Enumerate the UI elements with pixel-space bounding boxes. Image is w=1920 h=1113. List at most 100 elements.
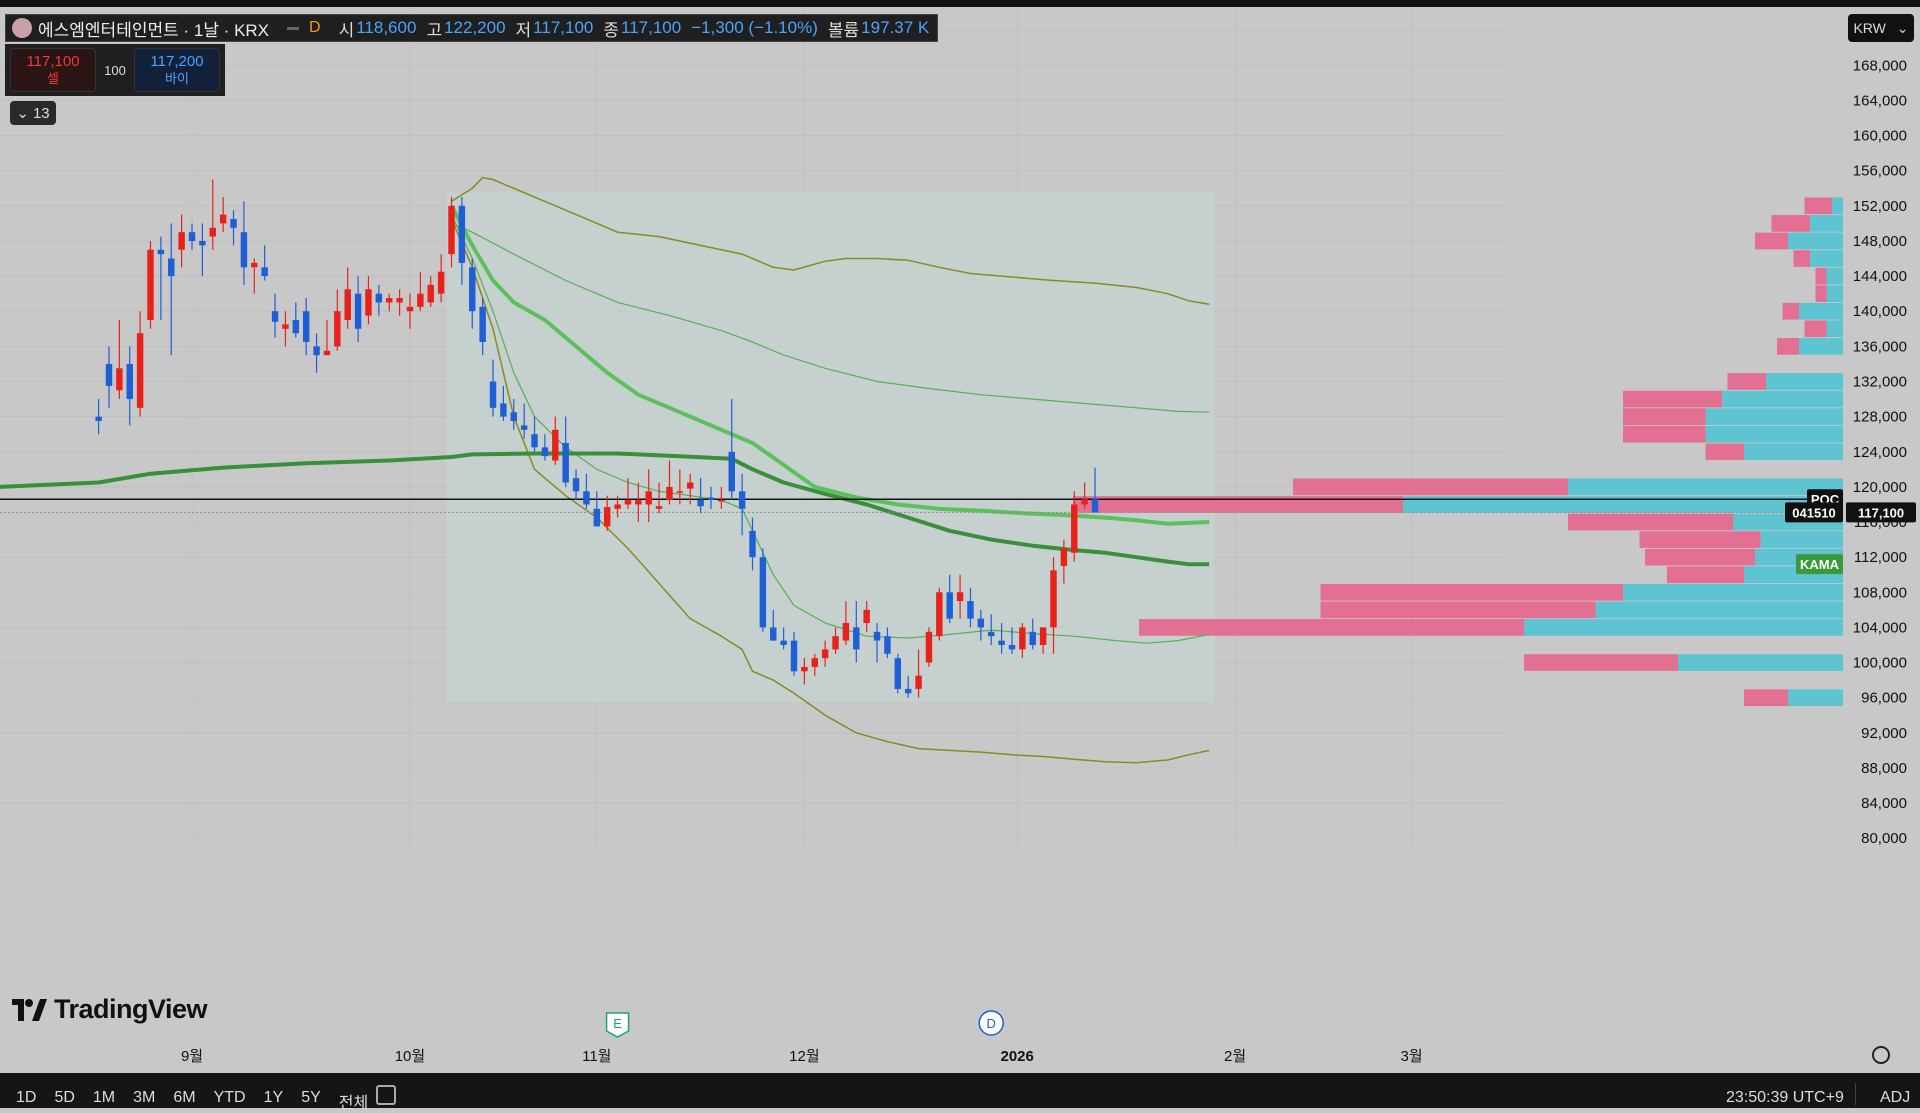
candle-down (469, 267, 476, 312)
buy-button[interactable]: 117,200 바이 (133, 48, 220, 92)
price-chart[interactable]: 80,000 84,000 88,000 92,000 96,000 100,000 104… (0, 7, 1920, 1073)
candle-down (95, 416, 102, 422)
volume-profile-down-bar (1727, 373, 1766, 390)
candle-up (136, 333, 144, 408)
sell-button[interactable]: 117,100 셀 (10, 48, 96, 92)
candle-up (1060, 548, 1068, 566)
volume-profile-down-bar (1793, 250, 1810, 267)
settings-gear-icon[interactable] (1872, 1046, 1890, 1064)
candle-up (1081, 499, 1088, 505)
candle-up (655, 506, 663, 509)
currency-selector[interactable]: KRW ⌄ (1848, 14, 1914, 42)
event-marker-label: E (613, 1016, 622, 1031)
candle-up (386, 298, 393, 303)
volume-label: 볼륨 (827, 20, 860, 40)
close-label: 종 (603, 20, 620, 40)
candle-up (417, 293, 424, 307)
volume-profile-up-bar (1744, 443, 1843, 461)
volume-profile-up-bar (1788, 232, 1843, 250)
range-1y-button[interactable]: 1Y (263, 1089, 284, 1106)
candle-down (967, 601, 974, 619)
x-axis-tick-label: 2월 (1224, 1048, 1246, 1065)
event-marker-label: D (987, 1016, 996, 1031)
volume-profile-up-bar (1810, 250, 1843, 267)
symbol-legend: 에스엠엔터테인먼트 · 1날 · KRX D 시 118,600 고 122,200… (5, 14, 939, 42)
volume-profile-down-bar (1320, 583, 1623, 601)
company-logo-icon (12, 18, 32, 38)
candle-down (1029, 631, 1036, 645)
y-axis-tick-label: 92,000 (1861, 725, 1907, 742)
candle-down (500, 403, 507, 417)
candle-down (583, 491, 590, 505)
volume-profile-down-bar (1815, 285, 1827, 303)
order-quantity[interactable]: 100 (104, 62, 126, 78)
candle-up (552, 429, 559, 461)
candle-down (157, 249, 165, 255)
price-tag-symbol (1785, 502, 1843, 523)
volume-profile-up-bar (1826, 267, 1843, 285)
price-tag-symbol-label: 041510 (1792, 505, 1835, 520)
candle-down (240, 232, 248, 268)
range-5y-button[interactable]: 5Y (301, 1089, 321, 1106)
range-1m-button[interactable]: 1M (92, 1089, 116, 1106)
candle-up (624, 500, 632, 505)
candle-up (645, 491, 652, 505)
candle-down (707, 497, 715, 501)
symbol-title[interactable]: 에스엠엔터테인먼트 · 1날 · KRX (38, 20, 270, 40)
clock-timezone[interactable]: 23:50:39 UTC+9 (1726, 1089, 1844, 1106)
candle-up (448, 205, 455, 255)
range-all-button[interactable]: 전체 (338, 1095, 369, 1112)
candle-down (489, 381, 497, 408)
candle-up (147, 249, 154, 321)
candle-down (998, 640, 1005, 645)
adjust-button[interactable]: ADJ (1880, 1089, 1911, 1106)
candle-down (873, 631, 881, 641)
tradingview-logo[interactable]: TradingView (10, 994, 208, 1025)
candle-up (1050, 570, 1057, 628)
y-axis-tick-label: 156,000 (1853, 163, 1907, 180)
candle-up (219, 214, 227, 224)
volume-profile-down-bar (1782, 302, 1799, 320)
volume-profile-down-bar (1777, 338, 1799, 355)
price-tag-kama (1796, 554, 1843, 575)
candle-down (188, 232, 196, 241)
indicator-count: 13 (32, 104, 50, 122)
x-axis-tick-label: 2026 (1000, 1048, 1033, 1065)
y-axis-tick-label: 104,000 (1853, 619, 1907, 636)
y-axis-tick-label: 120,000 (1853, 479, 1907, 496)
candle-down (292, 320, 300, 334)
y-axis-tick-label: 124,000 (1853, 444, 1907, 461)
candle-down (168, 258, 175, 277)
y-axis-tick-label: 132,000 (1853, 373, 1907, 390)
indicators-collapse-button[interactable]: ⌄ 13 (10, 101, 56, 125)
vwap-band1-upper-line (451, 222, 1210, 413)
candle-up (365, 289, 372, 316)
volume-profile-down-bar (1524, 654, 1678, 671)
volume-profile-up-bar (1799, 338, 1843, 355)
candle-up (323, 350, 331, 356)
candle-up (437, 271, 445, 294)
high-value: 122,200 (444, 18, 506, 37)
y-axis-tick-label: 160,000 (1853, 128, 1907, 145)
candle-up (842, 623, 850, 641)
volume-profile-down-bar (1744, 689, 1788, 707)
volume-profile-down-bar (1804, 320, 1827, 338)
change-value: −1,300 (−1.10%) (691, 18, 818, 37)
separator-icon (287, 26, 300, 30)
price-tag-last-label: 117,100 (1858, 505, 1904, 520)
range-3m-button[interactable]: 3M (133, 1089, 156, 1106)
candle-down (759, 557, 767, 628)
range-1d-button[interactable]: 1D (16, 1089, 37, 1106)
candle-down (894, 658, 902, 689)
goto-date-calendar-icon[interactable] (376, 1085, 396, 1105)
candle-down (1091, 499, 1099, 513)
range-5d-button[interactable]: 5D (54, 1089, 75, 1106)
candle-down (541, 447, 549, 457)
range-6m-button[interactable]: 6M (173, 1089, 196, 1106)
y-axis-tick-label: 96,000 (1861, 690, 1907, 707)
candle-up (915, 675, 922, 689)
candle-down (977, 618, 985, 628)
candle-down (884, 636, 891, 654)
range-ytd-button[interactable]: YTD (213, 1089, 246, 1106)
candle-up (427, 284, 434, 303)
